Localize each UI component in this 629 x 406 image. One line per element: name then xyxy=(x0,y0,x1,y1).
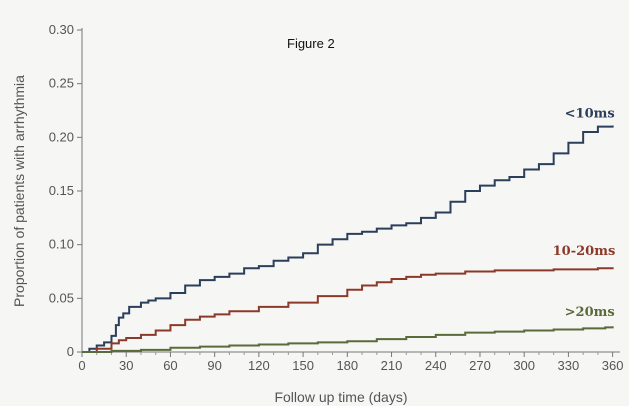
series-label: 10-20ms xyxy=(553,244,616,259)
x-tick-label: 60 xyxy=(163,358,177,373)
x-axis-label: Follow up time (days) xyxy=(274,389,407,405)
x-tick-label: 210 xyxy=(381,358,403,373)
series-labels: <10ms 10-20ms >20ms xyxy=(553,107,616,321)
x-tick-label: 0 xyxy=(78,358,85,373)
x-tick-label: 270 xyxy=(469,358,491,373)
y-tick-label: 0.15 xyxy=(49,183,74,198)
x-tick-label: 300 xyxy=(513,358,535,373)
chart-title: Figure 2 xyxy=(287,36,335,51)
chart-axes: 0 0.05 0.10 0.15 0.20 0.25 0.30 0 30 60 90 120 150 18… xyxy=(49,22,624,373)
series-line xyxy=(82,125,614,353)
series-line xyxy=(82,326,614,353)
series-label: <10ms xyxy=(565,107,615,122)
x-tick-label: 360 xyxy=(602,358,624,373)
y-tick-label: 0 xyxy=(67,344,74,359)
x-tick-label: 150 xyxy=(292,358,314,373)
y-axis-label: Proportion of patients with arrhythmia xyxy=(11,75,27,307)
x-tick-label: 240 xyxy=(425,358,447,373)
series-label: >20ms xyxy=(565,305,615,320)
x-tick-label: 90 xyxy=(207,358,221,373)
x-tick-label: 120 xyxy=(248,358,270,373)
y-tick-label: 0.05 xyxy=(49,290,74,305)
x-tick-label: 30 xyxy=(119,358,133,373)
x-tick-label: 330 xyxy=(558,358,580,373)
series-line xyxy=(82,267,614,353)
x-tick-label: 180 xyxy=(336,358,358,373)
chart-series xyxy=(82,125,614,353)
y-tick-label: 0.25 xyxy=(49,76,74,91)
y-tick-label: 0.10 xyxy=(49,237,74,252)
y-tick-label: 0.30 xyxy=(49,22,74,37)
y-tick-label: 0.20 xyxy=(49,129,74,144)
